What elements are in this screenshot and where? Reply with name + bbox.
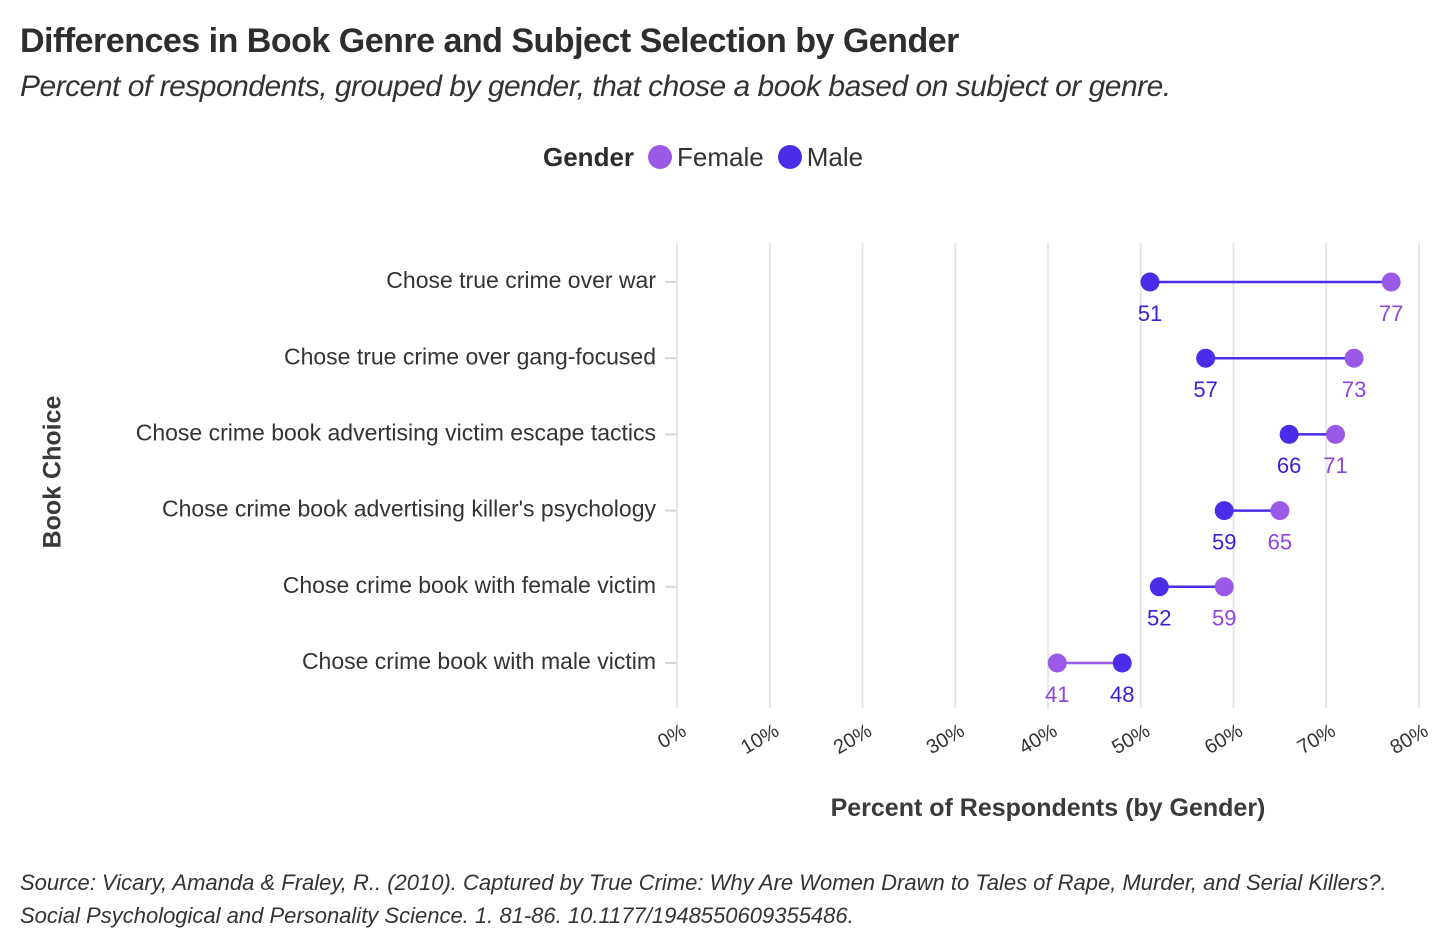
x-tick-label-3: 30% [923, 720, 969, 759]
legend-female-label: Female [677, 141, 764, 172]
female-point-3 [1270, 501, 1290, 521]
male-value-label-5: 48 [1110, 682, 1134, 707]
female-point-1 [1344, 348, 1364, 368]
x-tick-label-1: 10% [737, 720, 783, 759]
male-value-label-0: 51 [1138, 301, 1162, 326]
male-point-0 [1140, 272, 1160, 292]
female-value-label-3: 65 [1268, 529, 1292, 554]
female-value-label-5: 41 [1045, 682, 1069, 707]
y-axis-title: Book Choice [39, 396, 67, 549]
chart-title: Differences in Book Genre and Subject Se… [20, 22, 959, 60]
legend-male-label: Male [806, 141, 864, 172]
male-point-5 [1112, 653, 1132, 673]
male-point-2 [1279, 424, 1299, 444]
legend-female-swatch [648, 145, 673, 169]
x-tick-label-8: 80% [1386, 720, 1432, 759]
x-tick-label-6: 60% [1201, 720, 1247, 759]
female-point-5 [1047, 653, 1067, 673]
chart-subtitle: Percent of respondents, grouped by gende… [20, 70, 1171, 103]
category-label-3: Chose crime book advertising killer's ps… [162, 496, 656, 522]
category-label-0: Chose true crime over war [386, 267, 656, 293]
female-value-label-0: 77 [1379, 301, 1403, 326]
x-axis-title: Percent of Respondents (by Gender) [831, 794, 1266, 822]
female-point-2 [1326, 424, 1346, 444]
male-point-3 [1214, 501, 1234, 521]
x-tick-label-5: 50% [1108, 720, 1154, 759]
source-note: Source: Vicary, Amanda & Fraley, R.. (20… [20, 870, 1387, 928]
category-label-5: Chose crime book with male victim [302, 648, 656, 674]
x-tick-label-0: 0% [654, 720, 690, 754]
category-label-4: Chose crime book with female victim [283, 572, 656, 598]
female-value-label-2: 71 [1323, 453, 1347, 478]
female-point-0 [1381, 272, 1401, 292]
x-tick-label-2: 20% [830, 720, 876, 759]
category-label-1: Chose true crime over gang-focused [284, 343, 656, 369]
female-point-4 [1214, 577, 1234, 597]
dumbbell-chart: 0% 10% 20% 30% 40% 50% 60% 70% 80% Percent of Res… [39, 243, 1432, 822]
x-tick-label-7: 70% [1294, 720, 1340, 759]
male-point-4 [1149, 577, 1169, 597]
category-label-2: Chose crime book advertising victim esca… [136, 419, 656, 445]
male-value-label-2: 66 [1277, 453, 1301, 478]
legend-title: Gender [543, 141, 635, 172]
male-value-label-4: 52 [1147, 606, 1171, 631]
male-point-1 [1196, 348, 1216, 368]
female-value-label-4: 59 [1212, 606, 1236, 631]
legend-male-swatch [777, 145, 802, 169]
male-value-label-3: 59 [1212, 529, 1236, 554]
x-tick-label-4: 40% [1015, 720, 1061, 759]
legend: Gender Female Male [543, 139, 877, 175]
male-value-label-1: 57 [1193, 377, 1217, 402]
female-value-label-1: 73 [1342, 377, 1366, 402]
